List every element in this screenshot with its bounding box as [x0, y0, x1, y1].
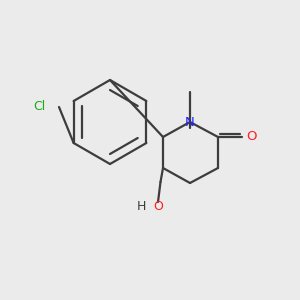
- Text: Cl: Cl: [33, 100, 45, 113]
- Text: O: O: [246, 130, 256, 143]
- Text: N: N: [185, 116, 195, 128]
- Text: O: O: [153, 200, 163, 214]
- Text: H: H: [136, 200, 146, 214]
